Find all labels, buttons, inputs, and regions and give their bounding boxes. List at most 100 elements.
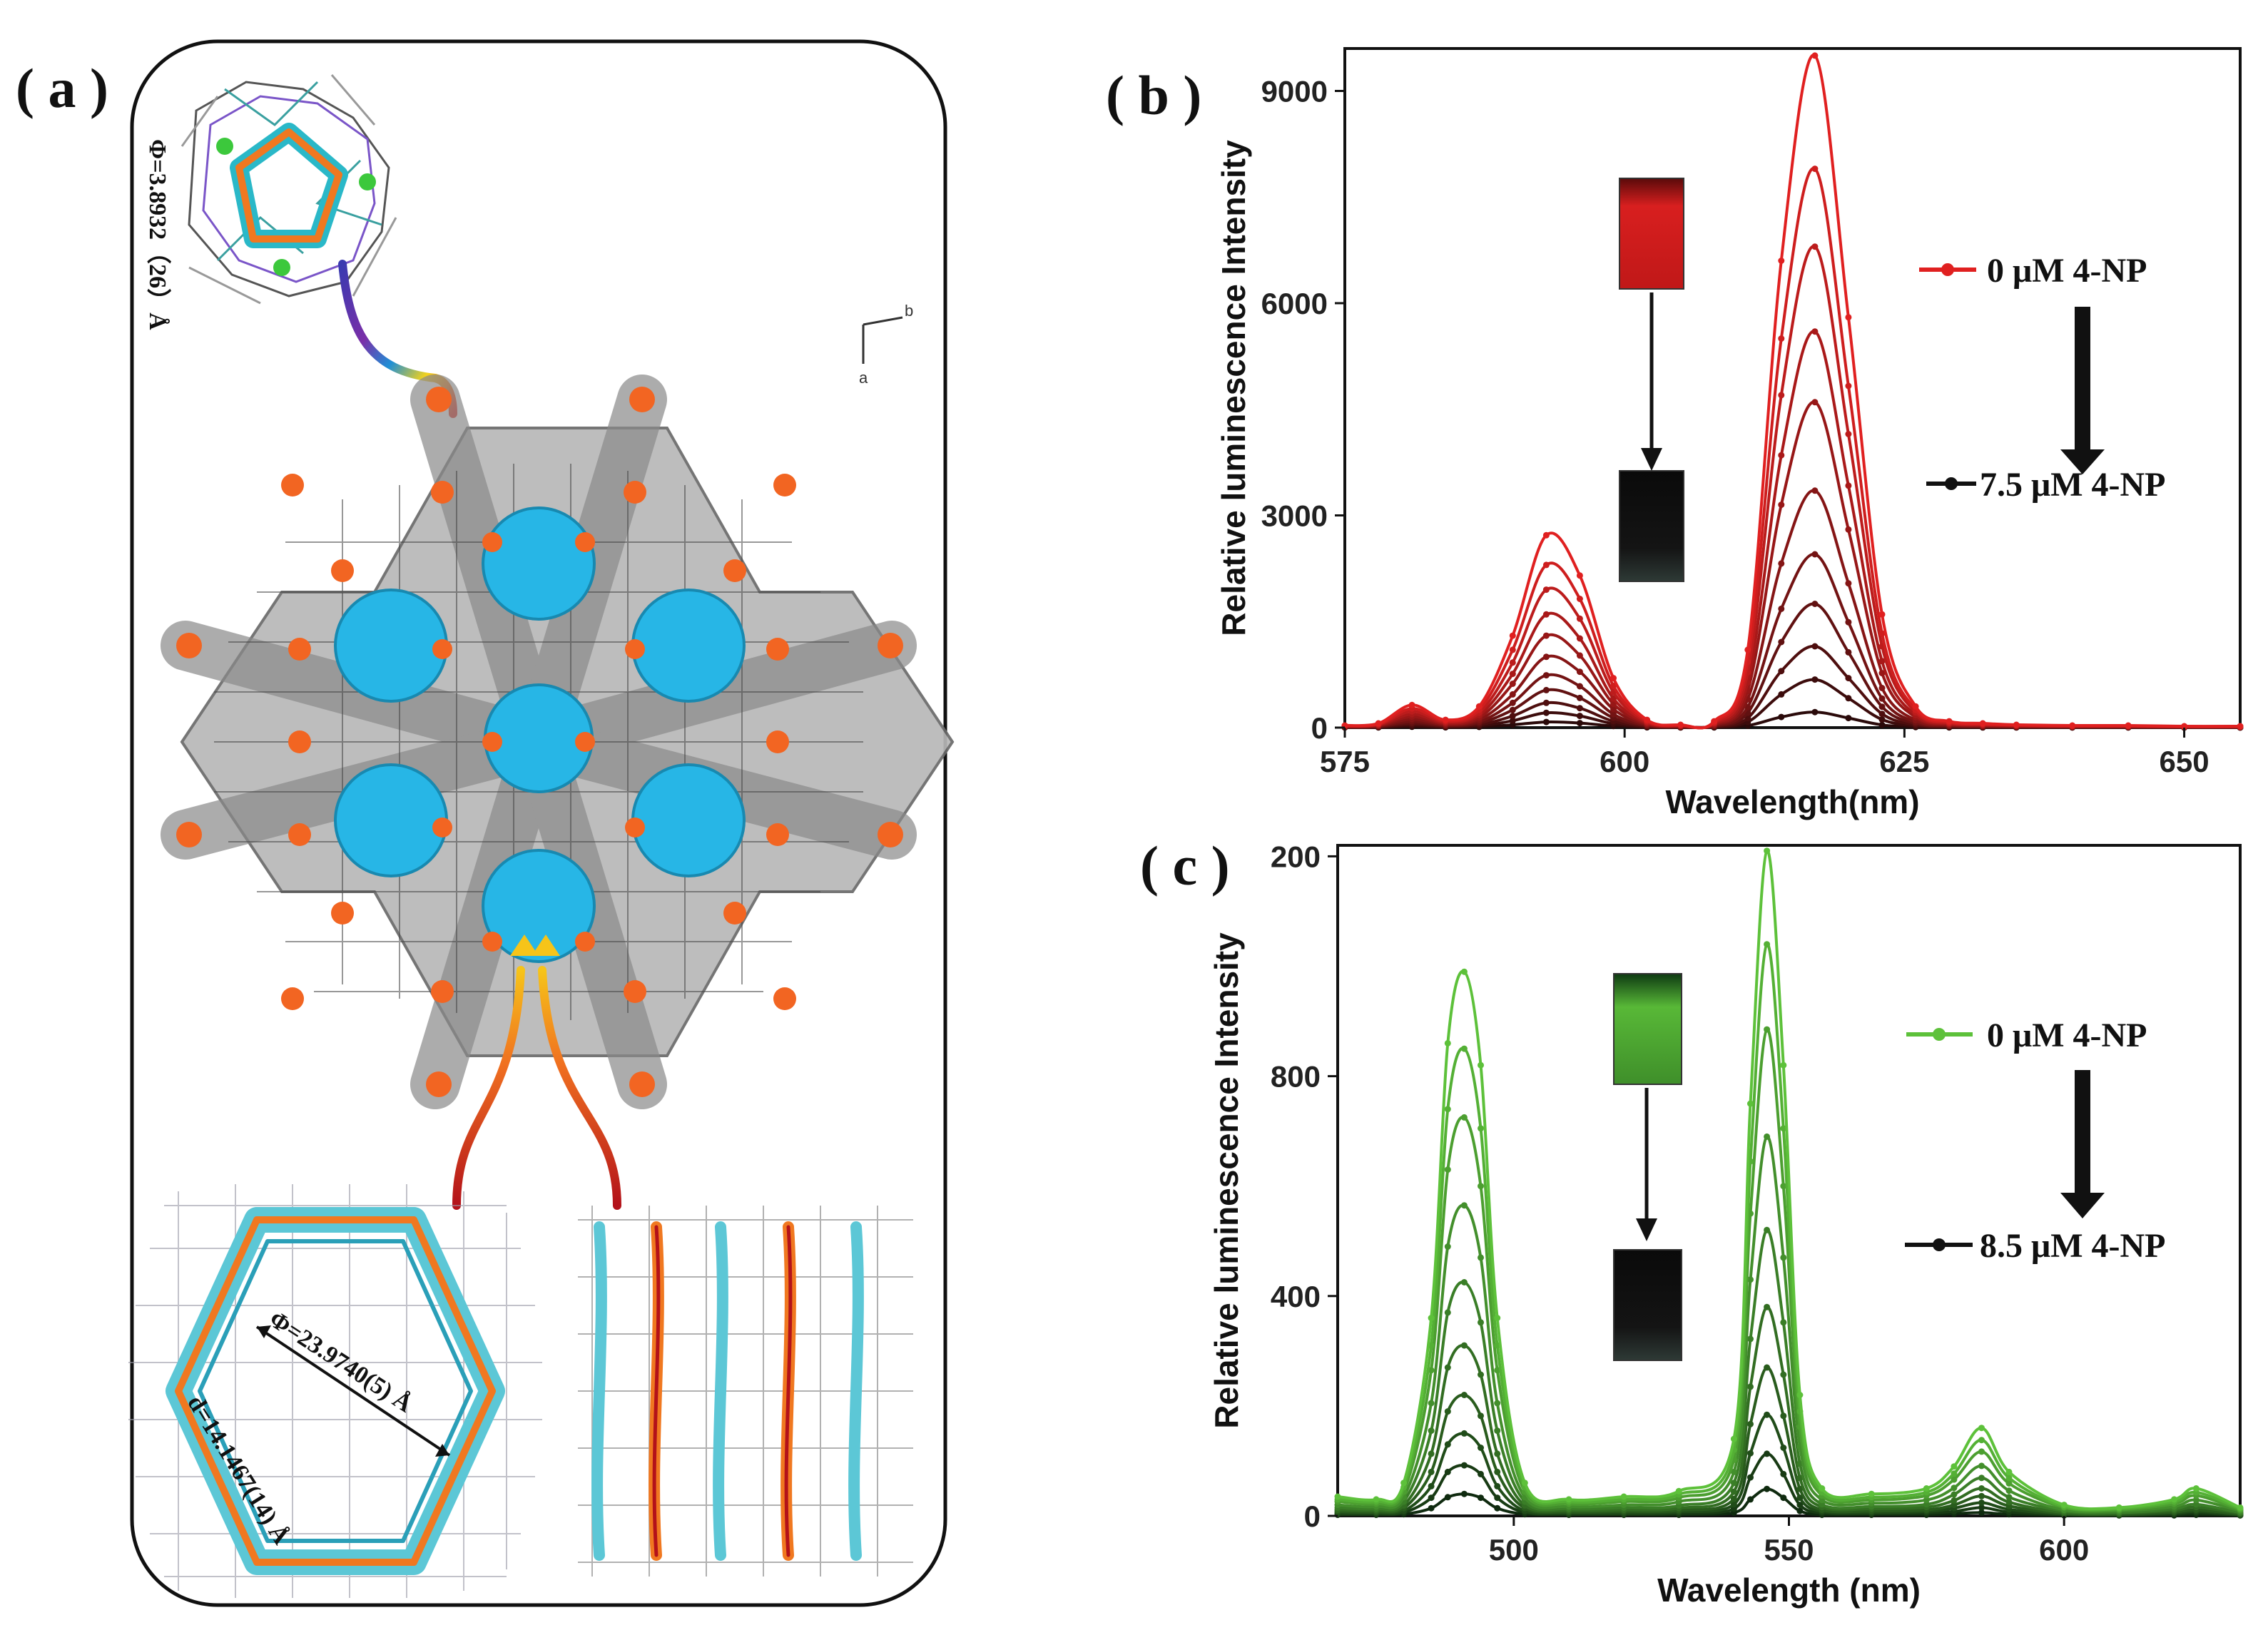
chart-b-x-axis-title: Wavelength(nm) [1665, 783, 1919, 820]
chart-c-data-point [1444, 1166, 1451, 1173]
chart-c-data-point [1444, 1309, 1451, 1316]
chart-c-data-point [1780, 1412, 1787, 1420]
chart-c-data-point [1978, 1485, 1985, 1492]
chart-b-data-point [1845, 715, 1852, 722]
chart-c-data-point [1444, 1408, 1451, 1415]
chart-b-data-point [1509, 699, 1516, 706]
chart-c-data-point [1478, 1445, 1484, 1451]
chart-b-data-point [1878, 670, 1886, 677]
chart-c-data-point [1730, 1468, 1737, 1475]
chart-c-y-axis-title: Relative luminescence Intensity [1208, 932, 1245, 1429]
chart-c-y-tick-label: 200 [1271, 840, 1321, 873]
panel-c-label: ( c ) [1140, 835, 1230, 897]
chart-c-data-point [1521, 1480, 1528, 1487]
pore [482, 849, 596, 963]
chart-c-data-point [1764, 1026, 1771, 1033]
chart-c-data-point [1764, 1133, 1771, 1140]
chart-c-data-point [1478, 1494, 1484, 1502]
chart-b-data-point [1778, 335, 1785, 342]
chart-c-data-point [1478, 1470, 1484, 1477]
chart-b-data-point [1576, 720, 1583, 727]
chart-b-data-point [1576, 615, 1583, 622]
chart-b-data-point [1509, 717, 1516, 724]
chart-c-data-point [1460, 1114, 1468, 1121]
chart-c-data-point [2192, 1485, 2200, 1492]
chart-b-data-point [1542, 709, 1550, 716]
chart-c-series-line [1337, 1028, 2241, 1512]
chart-c-data-point [1764, 1485, 1771, 1492]
panel-a-label: ( a ) [16, 57, 108, 119]
chart-b-data-point [1542, 699, 1550, 706]
arrow-head [510, 935, 539, 956]
chart-c-data-point [1428, 1315, 1435, 1322]
chart-b-data-point [1509, 646, 1516, 653]
chart-c-data-point [1460, 1045, 1468, 1052]
small-pore-cluster [180, 74, 397, 305]
pore [631, 763, 746, 877]
chart-c-data-point [1978, 1499, 1985, 1506]
chart-c-data-point [1428, 1400, 1435, 1407]
chart-c-data-point [1780, 1125, 1787, 1132]
chart-b-data-point [1778, 713, 1785, 720]
chart-c-data-point [1730, 1488, 1737, 1495]
chart-b-data-point [1778, 638, 1785, 646]
chart-c-data-point [1747, 1420, 1754, 1427]
chart-b-data-point [1878, 703, 1886, 711]
chart-c-x-axis-title: Wavelength (nm) [1657, 1572, 1921, 1609]
mof-framework [161, 375, 955, 1109]
chart-c-data-point [1978, 1437, 1985, 1444]
chart-b-data-point [1778, 605, 1785, 612]
chart-c-data-point [1494, 1482, 1501, 1489]
chart-c-data-point [1478, 1183, 1484, 1190]
chart-c-data-point [1444, 1494, 1451, 1501]
chart-c-data-point [1444, 1364, 1451, 1371]
chart-c-data-point [2060, 1502, 2068, 1509]
chart-c-x-tick-label: 500 [1489, 1533, 1539, 1567]
chart-c-data-point [1923, 1485, 1930, 1492]
chart-c-data-point [1764, 1303, 1771, 1310]
chart-c-data-point [2005, 1480, 2013, 1487]
chart-c-data-point [1780, 1494, 1787, 1502]
chart-b-data-point [1778, 560, 1785, 567]
chart-b-data-point [1811, 601, 1819, 607]
chart-c-data-point [1796, 1507, 1804, 1514]
chart-b-y-tick-label: 6000 [1261, 287, 1328, 320]
chart-c-data-point [1460, 1392, 1468, 1398]
chart-c-data-point [1764, 847, 1771, 855]
chart-b-data-point [1845, 431, 1852, 437]
chart-c-data-point [1400, 1480, 1408, 1487]
chart-b-data-point [1610, 706, 1617, 713]
chart-c-data-point [1494, 1504, 1501, 1512]
chart-b-data-point [1778, 501, 1785, 509]
chart-c-data-point [1730, 1501, 1737, 1508]
chart-c-series-line [1337, 1305, 2241, 1515]
chart-b-data-point [1610, 675, 1617, 682]
chart-b-data-point [1644, 716, 1651, 723]
chart-c-data-point [1747, 1383, 1754, 1390]
channel-side-view [578, 1206, 913, 1577]
chart-c-data-point [1494, 1427, 1501, 1435]
panel-c-inset [1613, 973, 1682, 1361]
chart-c-data-point [1978, 1448, 1985, 1455]
chart-c-data-point [1780, 1061, 1787, 1069]
chart-b-data-point [1542, 686, 1550, 693]
chart-b-data-point [1946, 718, 1953, 725]
chart-c-data-point [1780, 1470, 1787, 1477]
vial-green [1613, 973, 1682, 1085]
chart-b-data-point [1878, 695, 1886, 702]
chart-c-data-point [1478, 1371, 1484, 1378]
chart-c-data-point [1428, 1482, 1435, 1489]
chart-c-data-point [1460, 1342, 1468, 1349]
chart-b-data-point [1845, 382, 1852, 389]
chart-c-data-point [1494, 1494, 1501, 1502]
chart-c-data-point [1428, 1427, 1435, 1435]
chart-c-data-point [1620, 1493, 1627, 1500]
chart-c-data-point [1796, 1494, 1804, 1502]
chart-c-data-point [1460, 1490, 1468, 1497]
chart-b-data-point [1542, 531, 1550, 539]
chart-c-data-point [1764, 1450, 1771, 1457]
chart-c-data-point [1780, 1183, 1787, 1190]
chart-c-data-point [1478, 1412, 1484, 1420]
axis-b-letter: b [905, 302, 913, 320]
